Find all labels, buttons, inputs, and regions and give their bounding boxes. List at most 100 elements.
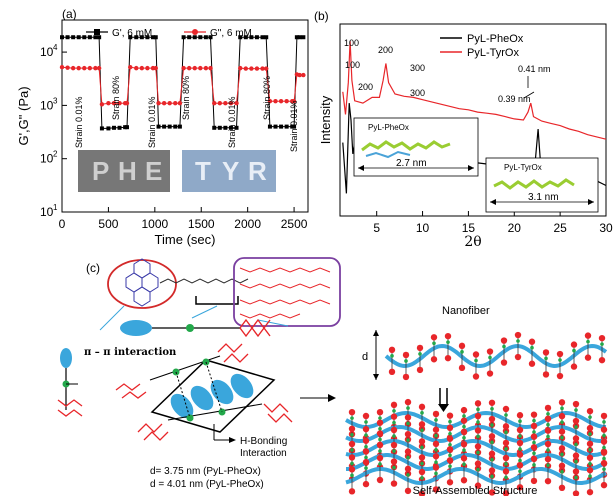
amide-node (574, 475, 578, 480)
oxazoline-head (432, 486, 440, 493)
y-tick-label: 10 (40, 45, 54, 59)
molecule-inset-tyr: PyL-TyrOx 3.1 nm (485, 157, 599, 213)
amide-node (378, 462, 382, 466)
data-point-g-prime (249, 35, 254, 40)
amide-node (462, 424, 466, 429)
oxazoline-head (376, 476, 384, 484)
peak-pointer-line (523, 91, 535, 99)
oxazoline-head (600, 426, 608, 433)
oxazoline-head (416, 344, 424, 352)
oxazoline-head (446, 457, 454, 464)
assembled-fiber-backbone (345, 439, 607, 457)
data-point-g-double-prime (145, 65, 150, 71)
data-point-g-double-prime (234, 100, 239, 106)
data-point-g-double-prime (111, 100, 117, 106)
data-point-g-prime (111, 125, 116, 130)
oxazoline-head (474, 412, 482, 420)
y-tick-exponent: 4 (53, 43, 58, 52)
oxazoline-head (516, 439, 524, 447)
oxazoline-head (432, 410, 440, 418)
amide-node (350, 416, 354, 420)
oxazoline-head (404, 430, 412, 438)
oxazoline-head (460, 440, 468, 448)
amide-node (420, 411, 424, 415)
oxazoline-head (458, 342, 466, 350)
amide-node (518, 458, 522, 463)
data-point-g-double-prime (212, 100, 217, 106)
amide-node (588, 415, 592, 419)
oxazoline-head (376, 408, 384, 416)
data-point-g-prime (243, 35, 248, 40)
oxazoline-head (502, 454, 510, 462)
oxazoline-head (432, 426, 440, 433)
amide-node (558, 358, 562, 362)
x-tick-label: 20 (508, 221, 522, 235)
panel-b-frame (339, 23, 607, 217)
amide-node (588, 447, 592, 452)
amide-node (574, 425, 578, 429)
amide-node (462, 435, 466, 440)
amide-node (532, 430, 536, 434)
oxazoline-head (390, 413, 398, 420)
oxazoline-head (390, 401, 398, 409)
strain-annotation: Strain 0.01% (227, 96, 237, 148)
oxazoline-head (348, 408, 356, 416)
data-point-g-prime (177, 124, 182, 129)
photo-letter-r: R (248, 156, 267, 186)
x-tick-label: 10 (416, 221, 430, 235)
arrow-head (490, 199, 496, 205)
data-point-g-double-prime (249, 66, 254, 71)
amide-node (490, 423, 494, 427)
oxazoline-head (598, 334, 606, 342)
oxazoline-head (376, 419, 384, 426)
oxazoline-head (586, 407, 594, 415)
data-point-g-double-prime (228, 100, 234, 106)
oxazoline-head (530, 422, 538, 430)
data-point-g-prime (297, 35, 302, 40)
amide-node (378, 416, 382, 420)
amide-node (532, 451, 536, 456)
oxazoline-head (500, 359, 508, 366)
data-point-g-prime (65, 35, 70, 40)
amide-node (364, 455, 368, 460)
oxazoline-head (570, 341, 578, 348)
amide-node (602, 420, 606, 424)
pointer-line (257, 319, 289, 327)
stacked-pyrene (230, 373, 254, 399)
assembled-fiber-backbone (345, 424, 607, 444)
oxazoline-head (528, 338, 536, 345)
oxazoline-head (388, 368, 396, 376)
amide-node (406, 406, 410, 410)
amide-node (518, 447, 522, 451)
data-point-g-prime (60, 35, 64, 40)
legend-marker-g-prime (94, 29, 100, 35)
x-tick-label: 1000 (141, 217, 168, 231)
oxazoline-head (404, 398, 412, 406)
amide-node (404, 359, 408, 363)
y-tick-exponent: 3 (53, 96, 58, 105)
assembled-fiber-backbone (345, 467, 607, 485)
data-point-g-prime (124, 125, 129, 130)
oxazoline-head (348, 488, 356, 495)
amide-node (364, 420, 368, 424)
photo-letter-y: Y (222, 156, 239, 186)
oxazoline-head (544, 415, 552, 422)
y-tick-label: 10 (40, 98, 54, 112)
oxazoline-head (530, 433, 538, 440)
oxazoline-head (362, 448, 370, 455)
oxazoline-head (572, 435, 580, 442)
x-tick-label: 2000 (234, 217, 261, 231)
data-point-g-prime (294, 35, 299, 40)
data-point-g-prime (167, 124, 172, 129)
amide-node (364, 444, 368, 449)
amide-node (490, 440, 494, 445)
data-point-g-double-prime (134, 65, 139, 71)
amide-node (420, 445, 424, 450)
oxazoline-head (528, 360, 536, 367)
data-point-g-double-prime (106, 100, 111, 106)
amide-node (532, 463, 536, 467)
oxazoline-head (376, 430, 384, 437)
data-point-g-double-prime (208, 65, 213, 71)
